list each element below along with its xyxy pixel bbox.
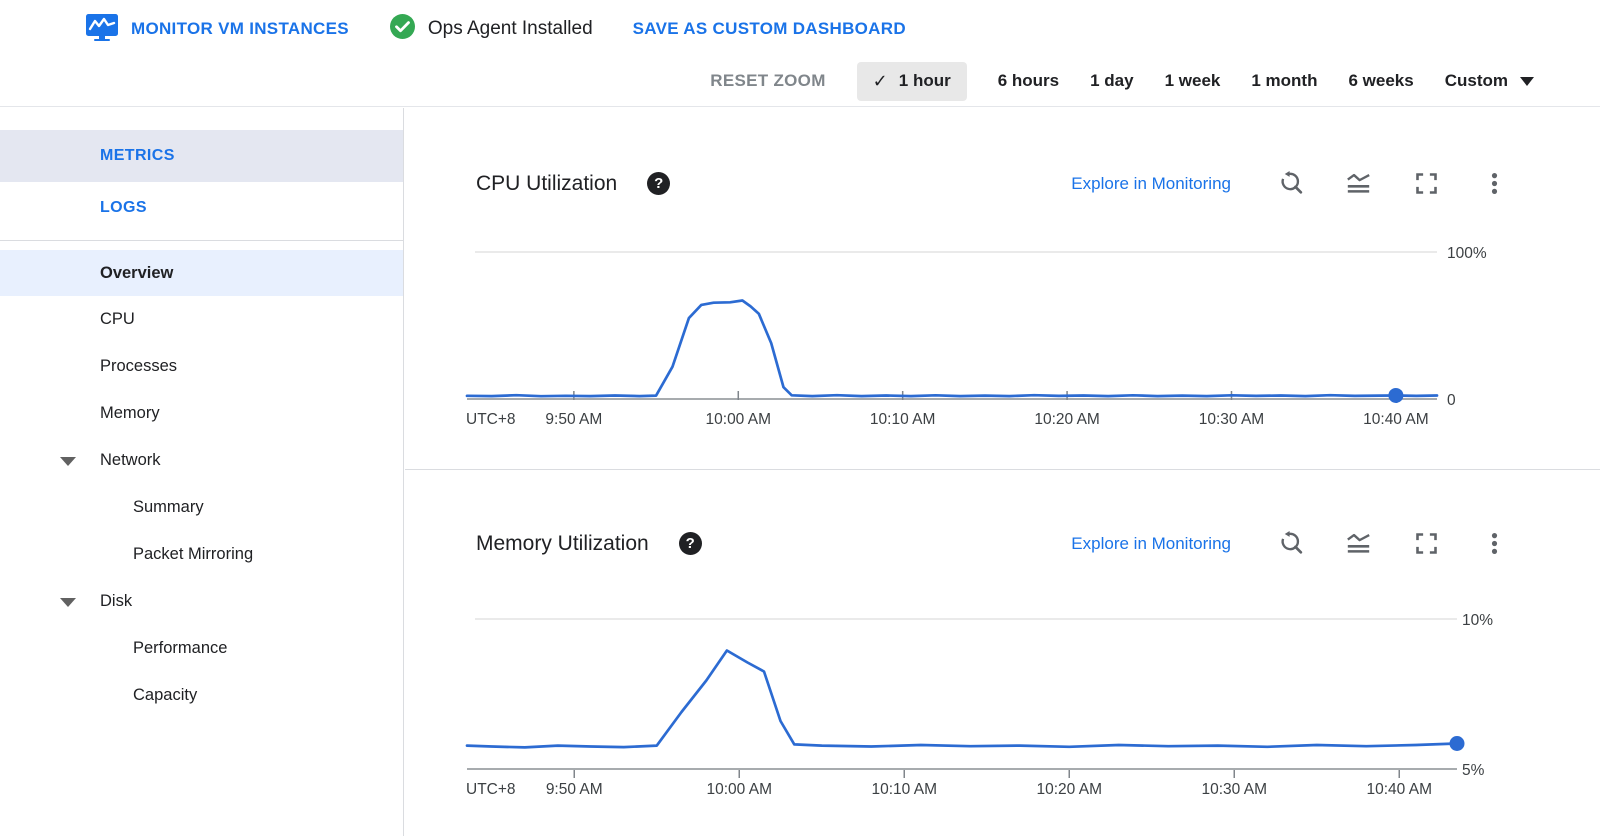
custom-range-button[interactable]: Custom bbox=[1445, 71, 1534, 91]
memory-utilization-card: Memory Utilization ? Explore in Monitori… bbox=[405, 470, 1600, 835]
cpu-utilization-chart[interactable]: 100% 0 9:50 AM 10:00 AM 10:10 AM 10:20 AM 10:3… bbox=[405, 236, 1600, 446]
sidebar-item-label: Processes bbox=[100, 357, 178, 375]
time-range-selector: RESET ZOOM ✓ 1 hour 6 hours 1 day 1 week… bbox=[0, 58, 1600, 104]
chart-title: CPU Utilization bbox=[476, 171, 618, 195]
fullscreen-icon[interactable] bbox=[1413, 170, 1440, 197]
svg-text:10:30 AM: 10:30 AM bbox=[1199, 411, 1265, 428]
sidebar-item-label: Capacity bbox=[133, 686, 198, 704]
sidebar-item-network[interactable]: Network bbox=[0, 437, 403, 484]
svg-text:100%: 100% bbox=[1447, 245, 1487, 262]
more-options-icon[interactable] bbox=[1481, 170, 1508, 197]
svg-text:10:20 AM: 10:20 AM bbox=[1037, 781, 1103, 798]
reset-zoom-button[interactable]: RESET ZOOM bbox=[710, 71, 826, 90]
save-as-custom-dashboard-button[interactable]: SAVE AS CUSTOM DASHBOARD bbox=[632, 19, 906, 38]
sidebar-divider bbox=[0, 240, 403, 241]
time-range-1-month[interactable]: 1 month bbox=[1251, 71, 1318, 90]
explore-in-monitoring-link[interactable]: Explore in Monitoring bbox=[1071, 533, 1231, 553]
expander-triangle-icon[interactable] bbox=[60, 597, 76, 607]
sidebar-item-label: CPU bbox=[100, 310, 135, 328]
time-range-1-day[interactable]: 1 day bbox=[1090, 71, 1134, 90]
svg-text:10:10 AM: 10:10 AM bbox=[870, 411, 936, 428]
toolbar-actions-row: MONITOR VM INSTANCES Ops Agent Installed… bbox=[0, 0, 1600, 58]
memory-utilization-chart[interactable]: 10% 5% 9:50 AM 10:00 AM 10:10 AM 10:20 AM 10:3… bbox=[405, 603, 1600, 813]
svg-text:0: 0 bbox=[1447, 392, 1456, 409]
sidebar-item-disk-performance[interactable]: Performance bbox=[0, 625, 403, 672]
sidebar-item-overview[interactable]: Overview bbox=[0, 250, 403, 296]
area-chart-icon[interactable] bbox=[1345, 170, 1372, 197]
sidebar-item-label: Network bbox=[100, 451, 161, 469]
area-chart-icon[interactable] bbox=[1345, 530, 1372, 557]
ops-agent-label: Ops Agent Installed bbox=[427, 18, 593, 39]
svg-text:10:00 AM: 10:00 AM bbox=[706, 411, 772, 428]
explore-in-monitoring-link[interactable]: Explore in Monitoring bbox=[1071, 173, 1231, 193]
custom-range-label: Custom bbox=[1444, 71, 1508, 90]
svg-text:10:40 AM: 10:40 AM bbox=[1363, 411, 1429, 428]
svg-text:UTC+8: UTC+8 bbox=[466, 411, 516, 428]
help-icon[interactable]: ? bbox=[647, 172, 671, 195]
sidebar-item-disk-capacity[interactable]: Capacity bbox=[0, 672, 403, 719]
sidebar-item-disk[interactable]: Disk bbox=[0, 578, 403, 625]
svg-text:10:30 AM: 10:30 AM bbox=[1202, 781, 1268, 798]
sidebar-item-label: Summary bbox=[133, 498, 204, 516]
svg-text:10:10 AM: 10:10 AM bbox=[872, 781, 938, 798]
sidebar-item-memory[interactable]: Memory bbox=[0, 390, 403, 437]
sidebar-item-label: Memory bbox=[100, 404, 160, 422]
more-options-icon[interactable] bbox=[1481, 530, 1508, 557]
svg-text:UTC+8: UTC+8 bbox=[466, 781, 516, 798]
cpu-utilization-card: CPU Utilization ? Explore in Monitoring bbox=[405, 108, 1600, 470]
dropdown-arrow-icon bbox=[1520, 76, 1534, 86]
time-range-label: 1 hour bbox=[898, 71, 951, 90]
time-range-6-weeks[interactable]: 6 weeks bbox=[1348, 71, 1414, 90]
svg-text:10:00 AM: 10:00 AM bbox=[707, 781, 773, 798]
tab-logs[interactable]: LOGS bbox=[100, 199, 147, 216]
tab-metrics[interactable]: METRICS bbox=[0, 130, 403, 182]
time-range-6-hours[interactable]: 6 hours bbox=[997, 71, 1060, 90]
svg-text:10:40 AM: 10:40 AM bbox=[1367, 781, 1433, 798]
check-icon: ✓ bbox=[872, 70, 888, 91]
svg-text:9:50 AM: 9:50 AM bbox=[546, 781, 603, 798]
fullscreen-icon[interactable] bbox=[1413, 530, 1440, 557]
chart-title: Memory Utilization bbox=[476, 531, 649, 555]
sidebar-item-label: Disk bbox=[100, 592, 133, 610]
time-range-1-week[interactable]: 1 week bbox=[1164, 71, 1221, 90]
expander-triangle-icon[interactable] bbox=[60, 456, 76, 466]
monitor-chart-icon bbox=[85, 13, 119, 46]
ops-agent-status: Ops Agent Installed bbox=[389, 13, 593, 46]
zoom-reset-icon[interactable] bbox=[1277, 530, 1304, 557]
sidebar-item-label: Performance bbox=[133, 639, 228, 657]
sidebar-item-label: Packet Mirroring bbox=[133, 545, 254, 563]
sidebar-tabs: METRICS LOGS bbox=[0, 130, 403, 234]
sidebar: METRICS LOGS Overview CPU Processes Memo… bbox=[0, 108, 404, 836]
sidebar-metrics-list: Overview CPU Processes Memory Network Su… bbox=[0, 250, 403, 719]
help-icon[interactable]: ? bbox=[678, 532, 702, 555]
zoom-reset-icon[interactable] bbox=[1277, 170, 1304, 197]
monitor-vm-instances-label: MONITOR VM INSTANCES bbox=[131, 19, 349, 38]
sidebar-item-processes[interactable]: Processes bbox=[0, 343, 403, 390]
sidebar-item-packet-mirroring[interactable]: Packet Mirroring bbox=[0, 531, 403, 578]
sidebar-item-label: Overview bbox=[100, 263, 174, 282]
monitor-vm-instances-button[interactable]: MONITOR VM INSTANCES bbox=[85, 13, 349, 46]
charts-panel: CPU Utilization ? Explore in Monitoring bbox=[405, 108, 1600, 836]
sidebar-item-network-summary[interactable]: Summary bbox=[0, 484, 403, 531]
svg-text:5%: 5% bbox=[1462, 762, 1485, 779]
svg-text:10:20 AM: 10:20 AM bbox=[1034, 411, 1100, 428]
sidebar-item-cpu[interactable]: CPU bbox=[0, 296, 403, 343]
svg-text:9:50 AM: 9:50 AM bbox=[545, 411, 602, 428]
check-circle-icon bbox=[389, 13, 416, 46]
time-range-1-hour[interactable]: ✓ 1 hour bbox=[856, 61, 967, 101]
top-toolbar: MONITOR VM INSTANCES Ops Agent Installed… bbox=[0, 0, 1600, 107]
svg-text:10%: 10% bbox=[1462, 612, 1493, 629]
